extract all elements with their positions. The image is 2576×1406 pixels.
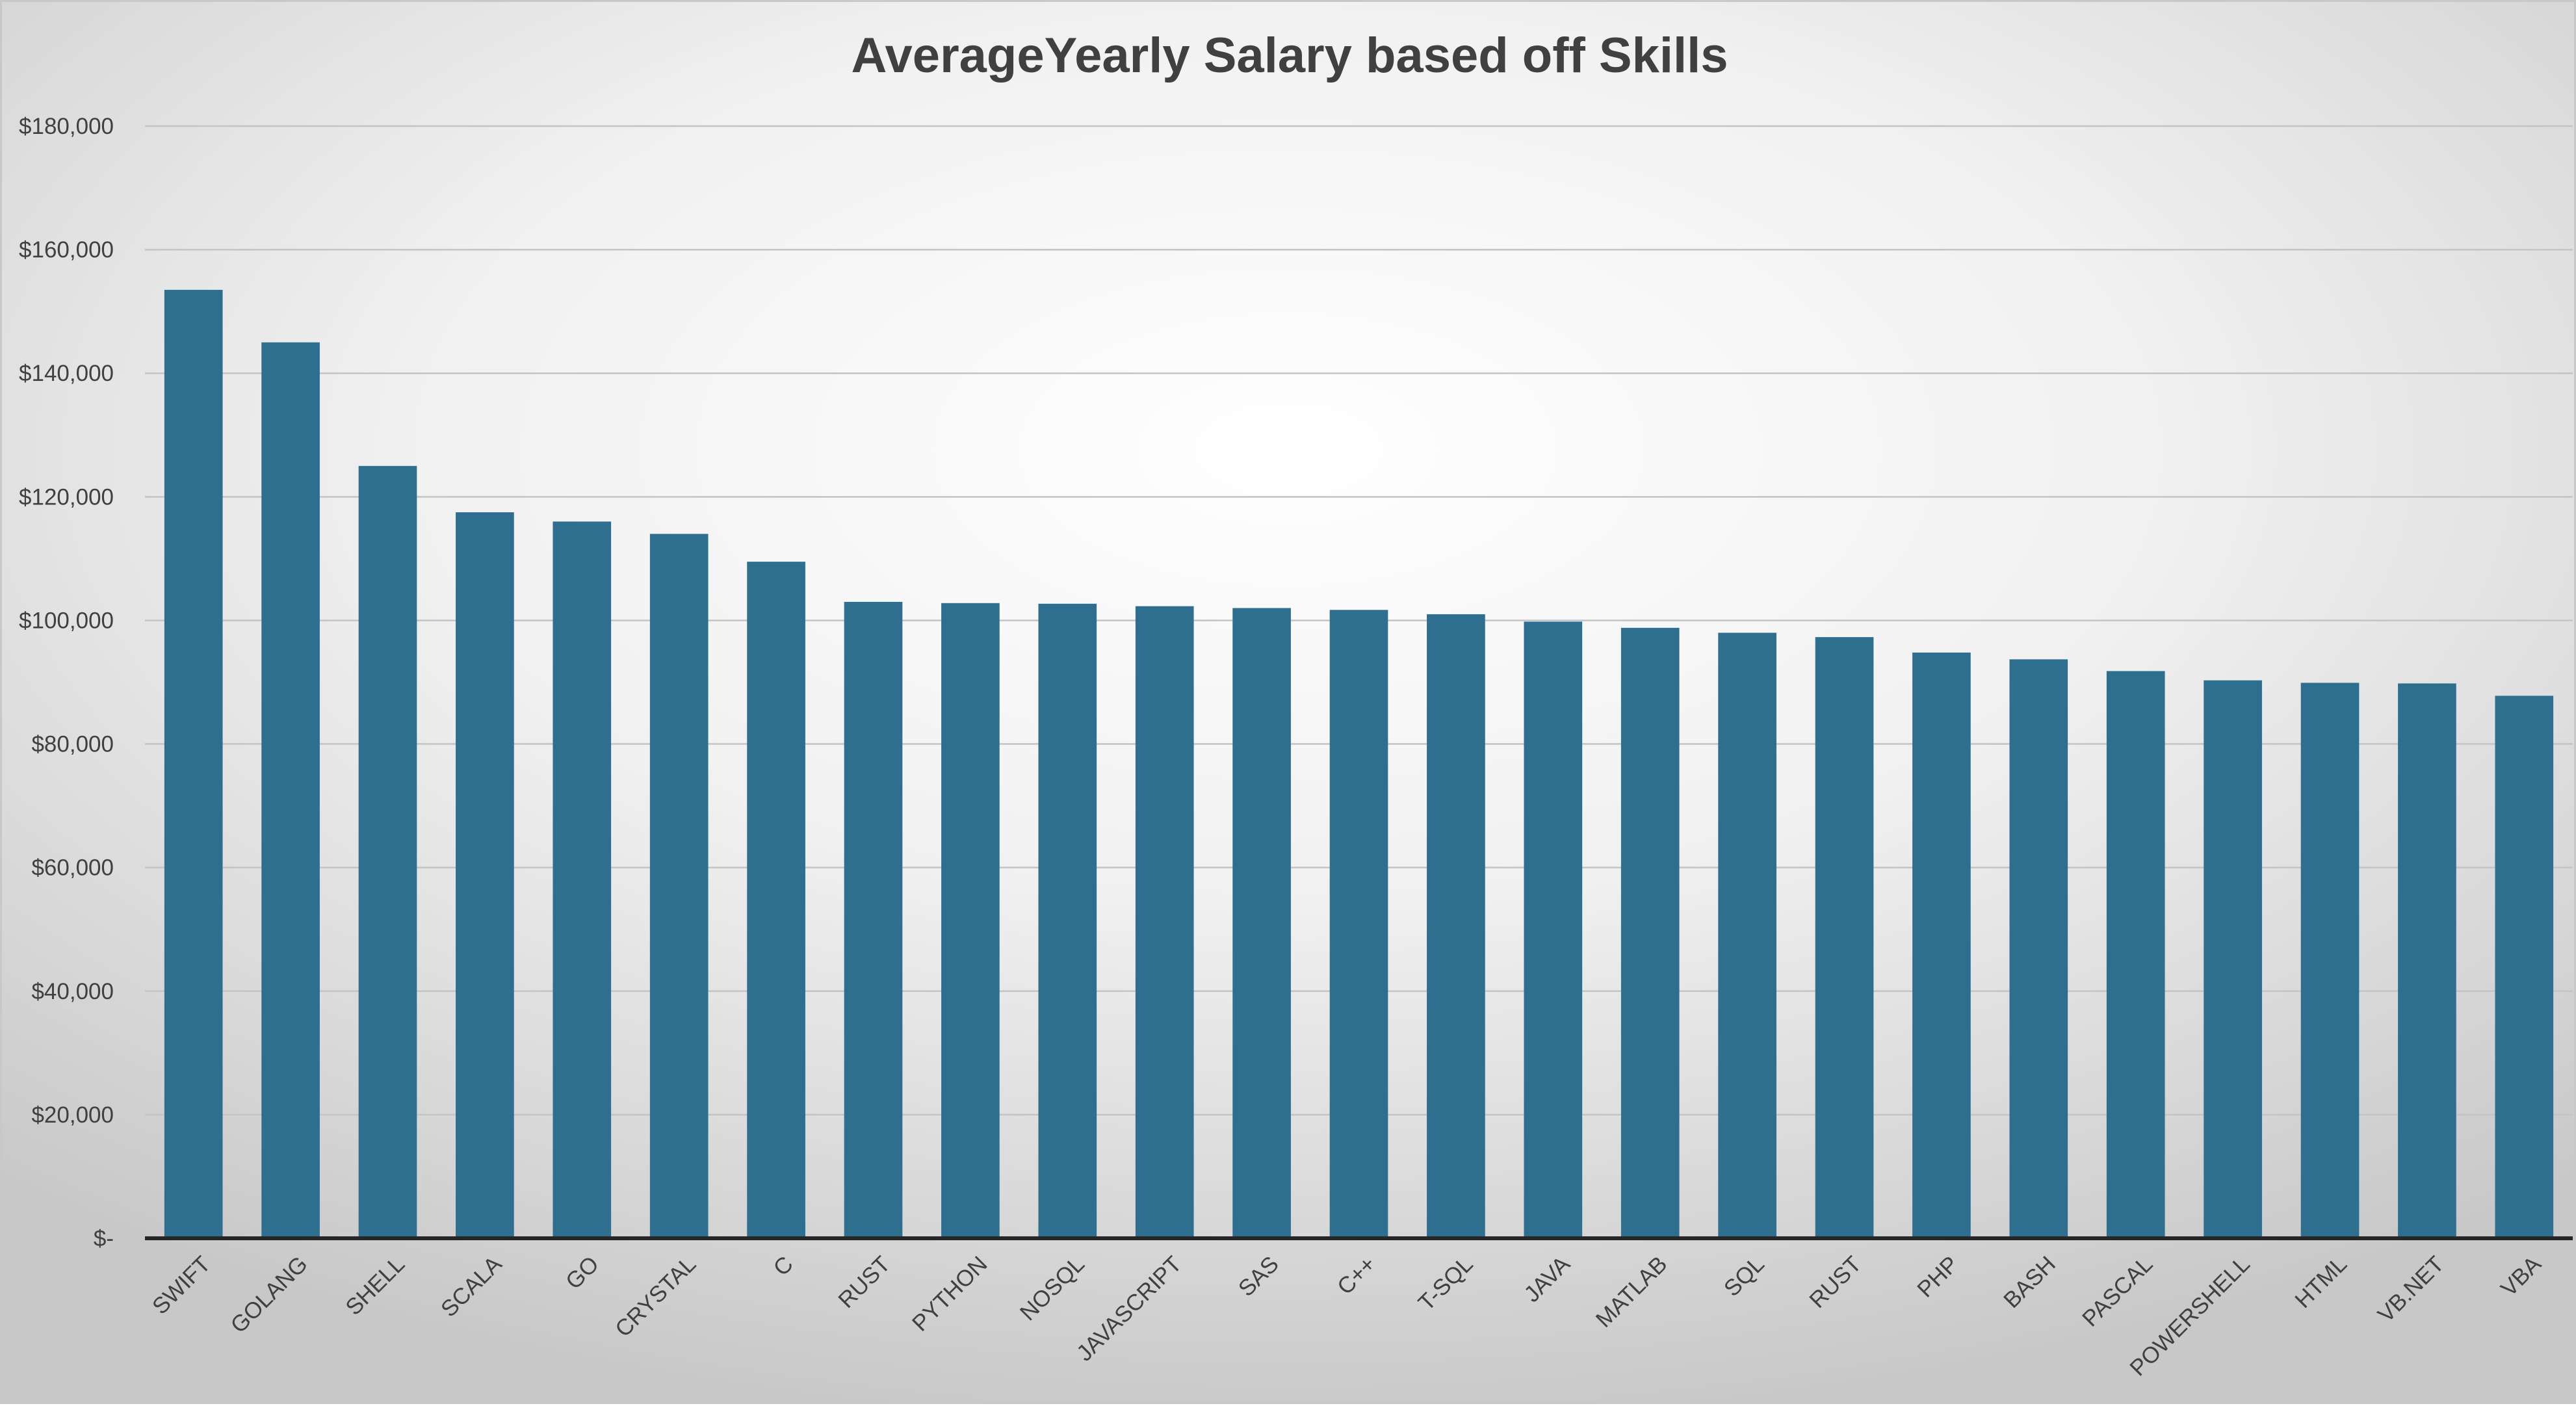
x-tick-label: HTML xyxy=(2290,1251,2352,1313)
bar xyxy=(1718,632,1776,1238)
x-tick-label: MATLAB xyxy=(1591,1251,1672,1333)
bar xyxy=(2204,680,2262,1238)
bar xyxy=(456,512,514,1239)
bar xyxy=(1135,606,1194,1238)
bar xyxy=(2398,683,2456,1238)
x-tick-label: SHELL xyxy=(341,1251,410,1320)
x-tick-label: SWIFT xyxy=(148,1251,216,1320)
y-tick-label: $120,000 xyxy=(19,484,114,510)
bar xyxy=(1620,627,1680,1238)
bar xyxy=(844,601,903,1238)
x-tick-label: C++ xyxy=(1333,1251,1381,1299)
bar xyxy=(2495,696,2554,1238)
x-tick-label: SCALA xyxy=(436,1251,507,1322)
bar xyxy=(2300,683,2360,1238)
bar xyxy=(164,289,223,1238)
x-tick-label: PHP xyxy=(1912,1251,1963,1302)
bar xyxy=(747,562,805,1239)
y-tick-label: $80,000 xyxy=(31,732,114,757)
bar xyxy=(1912,652,1971,1238)
y-tick-label: $60,000 xyxy=(31,855,114,881)
x-tick-label: VBA xyxy=(2496,1251,2547,1302)
y-tick-label: $20,000 xyxy=(31,1102,114,1128)
bar xyxy=(1329,610,1388,1238)
x-tick-label: GO xyxy=(561,1251,604,1294)
bar xyxy=(2106,671,2165,1238)
x-tick-label: CRYSTAL xyxy=(610,1251,701,1342)
x-tick-label: T-SQL xyxy=(1413,1251,1477,1316)
x-tick-label: NOSQL xyxy=(1015,1251,1089,1325)
y-tick-label: $40,000 xyxy=(31,979,114,1004)
bar xyxy=(1038,603,1097,1238)
bar xyxy=(2009,659,2068,1238)
y-axis-tick-labels: $- $20,000 $40,000 $60,000 $80,000 $100,000 $1… xyxy=(19,114,114,1251)
y-tick-label: $140,000 xyxy=(19,361,114,386)
x-tick-label: SAS xyxy=(1234,1251,1284,1301)
x-tick-label: JAVA xyxy=(1519,1251,1575,1307)
chart-title: AverageYearly Salary based off Skills xyxy=(851,28,1728,83)
bar xyxy=(1815,637,1874,1238)
x-tick-label: VB.NET xyxy=(2373,1251,2449,1327)
x-tick-label: C xyxy=(768,1251,798,1281)
y-tick-label: $160,000 xyxy=(19,237,114,263)
y-tick-label: $180,000 xyxy=(19,114,114,139)
x-tick-label: SQL xyxy=(1719,1251,1769,1301)
bar xyxy=(941,603,1000,1238)
x-axis-tick-labels: SWIFT GOLANG SHELL SCALA GO CRYSTAL C RUST PYTHO… xyxy=(148,1251,2547,1381)
bar xyxy=(358,465,417,1238)
bar xyxy=(1524,621,1583,1238)
bar xyxy=(1427,614,1485,1238)
x-tick-label: PYTHON xyxy=(907,1251,993,1336)
x-tick-label: PASCAL xyxy=(2077,1251,2157,1331)
bar xyxy=(649,534,709,1238)
x-tick-label: GOLANG xyxy=(226,1251,312,1338)
x-tick-label: JAVASCRIPT xyxy=(1072,1251,1187,1366)
bar xyxy=(1232,608,1291,1238)
x-tick-label: BASH xyxy=(1999,1251,2061,1313)
bar xyxy=(261,342,320,1238)
x-tick-label: RUST xyxy=(833,1251,895,1313)
bar xyxy=(553,521,612,1239)
bars xyxy=(164,289,2554,1239)
y-tick-label: $- xyxy=(94,1226,114,1251)
y-tick-label: $100,000 xyxy=(19,608,114,633)
x-tick-label: RUST xyxy=(1804,1251,1866,1313)
